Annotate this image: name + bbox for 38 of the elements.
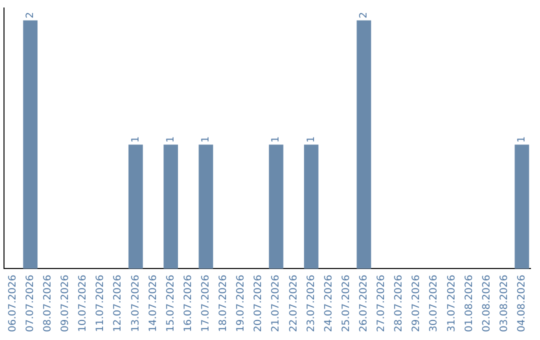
x-tick-label: 21.07.2026 (270, 274, 282, 332)
x-tick-label: 14.07.2026 (148, 274, 159, 332)
x-tick-label: 18.07.2026 (218, 274, 230, 332)
x-tick-label: 09.07.2026 (60, 274, 72, 332)
x-tick-label: 04.08.2026 (516, 274, 528, 332)
x-tick-label: 10.07.2026 (78, 274, 89, 332)
data-label: 1 (270, 136, 282, 143)
data-label: 2 (24, 12, 36, 18)
x-tick-label: 30.07.2026 (428, 274, 440, 332)
x-tick-label: 07.07.2026 (24, 274, 36, 332)
x-tick-label: 02.08.2026 (481, 274, 492, 332)
x-tick-label: 13.07.2026 (130, 274, 142, 332)
x-tick-label: 16.07.2026 (182, 274, 194, 332)
x-tick-label: 29.07.2026 (411, 274, 422, 332)
data-label: 1 (306, 136, 317, 143)
x-tick-label: 20.07.2026 (253, 274, 264, 332)
x-tick-label: 01.08.2026 (464, 274, 475, 332)
x-tick-label: 06.07.2026 (7, 274, 18, 332)
x-tick-label: 25.07.2026 (340, 274, 352, 332)
x-tick-label: 27.07.2026 (376, 274, 388, 332)
x-tick-label: 08.07.2026 (42, 274, 54, 332)
data-label: 1 (516, 136, 528, 143)
data-label: 1 (200, 136, 212, 143)
x-tick-label: 26.07.2026 (358, 274, 370, 332)
x-tick-label: 28.07.2026 (394, 274, 405, 332)
data-label: 1 (130, 136, 142, 143)
x-tick-label: 12.07.2026 (112, 274, 124, 332)
x-tick-label: 11.07.2026 (95, 274, 106, 332)
x-tick-label: 24.07.2026 (323, 274, 334, 332)
x-tick-label: 22.07.2026 (288, 274, 300, 332)
data-label: 2 (358, 12, 370, 18)
x-tick-label: 19.07.2026 (236, 274, 247, 332)
x-tick-label: 15.07.2026 (165, 274, 176, 332)
x-tick-label: 03.08.2026 (498, 274, 510, 332)
data-label: 1 (165, 136, 176, 143)
x-tick-label: 31.07.2026 (446, 274, 458, 332)
x-tick-label: 17.07.2026 (200, 274, 212, 332)
x-tick-label: 23.07.2026 (306, 274, 317, 332)
